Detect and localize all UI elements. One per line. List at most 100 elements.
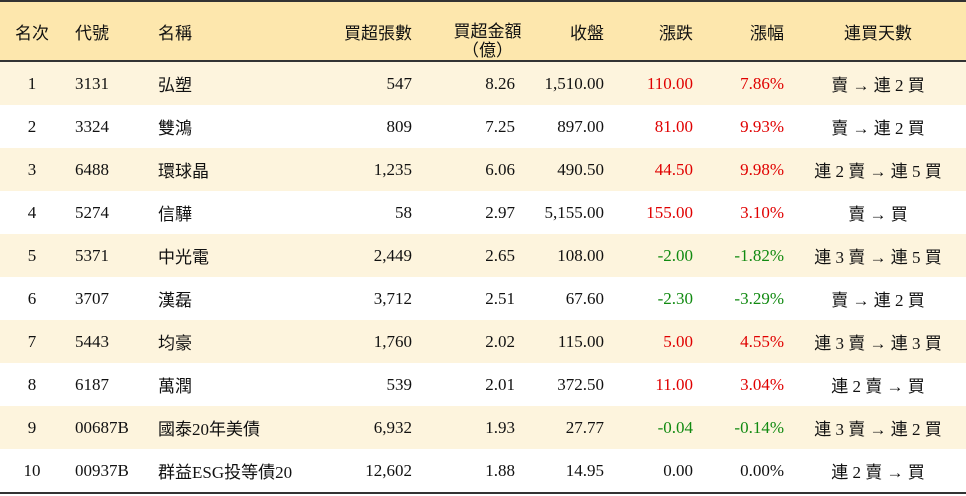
rank: 4 bbox=[27, 202, 37, 222]
streak: 賣 → 連 2 買 bbox=[831, 76, 925, 95]
change: 11.00 bbox=[655, 374, 693, 394]
net-buy-amount: 7.25 bbox=[485, 116, 515, 136]
net-buy-amount: 2.51 bbox=[485, 288, 515, 308]
net-buy-lots: 2,449 bbox=[373, 245, 412, 265]
table-row: 9 00687B 國泰20年美債 6,932 1.93 27.77 -0.04 -0.14% 連… bbox=[0, 406, 966, 449]
change-pct: 4.55% bbox=[740, 331, 784, 351]
change: 44.50 bbox=[654, 159, 693, 179]
header-rank: 名次 bbox=[15, 23, 49, 43]
name: 國泰20年美債 bbox=[158, 420, 260, 439]
close: 490.50 bbox=[557, 159, 604, 179]
change-pct: 0.00% bbox=[740, 460, 784, 480]
rank: 10 bbox=[23, 460, 41, 480]
name: 群益ESG投等債20 bbox=[158, 463, 293, 482]
header-change: 漲跌 bbox=[659, 23, 693, 43]
net-buy-lots: 539 bbox=[386, 374, 413, 394]
streak: 連 3 賣 → 連 3 買 bbox=[814, 334, 942, 353]
code: 3131 bbox=[75, 73, 109, 93]
close: 108.00 bbox=[557, 245, 604, 265]
code: 6187 bbox=[75, 374, 109, 394]
close: 14.95 bbox=[565, 460, 604, 480]
name: 均豪 bbox=[158, 334, 192, 353]
rank: 2 bbox=[27, 116, 37, 136]
streak: 連 2 賣 → 連 5 買 bbox=[814, 162, 942, 181]
streak: 賣 → 買 bbox=[848, 205, 908, 224]
header-name: 名稱 bbox=[158, 23, 192, 43]
net-buy-amount: 1.93 bbox=[485, 417, 515, 437]
change-pct: 9.98% bbox=[740, 159, 784, 179]
header-line: （億） bbox=[462, 41, 513, 60]
streak: 連 3 賣 → 連 5 買 bbox=[814, 248, 942, 267]
net-buy-amount: 1.88 bbox=[485, 460, 515, 480]
net-buy-lots: 12,602 bbox=[365, 460, 412, 480]
change-pct: -1.82% bbox=[734, 245, 784, 265]
net-buy-lots: 58 bbox=[395, 202, 412, 222]
net-buy-lots: 3,712 bbox=[373, 288, 412, 308]
change-pct: 9.93% bbox=[740, 116, 784, 136]
code: 5371 bbox=[75, 245, 109, 265]
net-buy-amount: 6.06 bbox=[485, 159, 515, 179]
net-buy-lots: 547 bbox=[386, 73, 413, 93]
header-streak: 連買天數 bbox=[844, 23, 912, 43]
change: 110.00 bbox=[646, 73, 693, 93]
name: 弘塑 bbox=[158, 76, 192, 95]
table-row: 6 3707 漢磊 3,712 2.51 67.60 -2.30 -3.29% 賣 → 連 2 … bbox=[0, 277, 966, 320]
table-row: 7 5443 均豪 1,760 2.02 115.00 5.00 4.55% 連 3 賣 → 連… bbox=[0, 320, 966, 363]
close: 1,510.00 bbox=[544, 73, 605, 93]
net-buy-amount: 2.02 bbox=[485, 331, 515, 351]
rank: 3 bbox=[27, 159, 37, 179]
code: 3707 bbox=[75, 288, 109, 308]
rank: 7 bbox=[27, 331, 37, 351]
net-buy-amount: 2.01 bbox=[485, 374, 515, 394]
header-change-pct: 漲幅 bbox=[750, 23, 784, 43]
code: 5274 bbox=[75, 202, 109, 222]
table-row: 1 3131 弘塑 547 8.26 1,510.00 110.00 7.86% 賣 → 連 2… bbox=[0, 62, 966, 105]
header-close: 收盤 bbox=[570, 23, 604, 43]
change: -2.30 bbox=[657, 288, 693, 308]
close: 897.00 bbox=[557, 116, 604, 136]
close: 115.00 bbox=[557, 331, 604, 351]
rank: 1 bbox=[27, 73, 37, 93]
change: 155.00 bbox=[646, 202, 693, 222]
table-row: 5 5371 中光電 2,449 2.65 108.00 -2.00 -1.82% 連 3 賣 … bbox=[0, 234, 966, 277]
net-buy-lots: 6,932 bbox=[373, 417, 412, 437]
streak: 賣 → 連 2 買 bbox=[831, 291, 925, 310]
change: 5.00 bbox=[663, 331, 693, 351]
streak: 賣 → 連 2 買 bbox=[831, 119, 925, 138]
table-row: 8 6187 萬潤 539 2.01 372.50 11.00 3.04% 連 2 賣 → 買 bbox=[0, 363, 966, 406]
header-code: 代號 bbox=[75, 23, 109, 43]
header-row: 名次 代號 名稱 買超張數 買超金額 （億） 收盤 漲跌 漲幅 連買天數 bbox=[0, 0, 966, 62]
streak: 連 2 賣 → 買 bbox=[831, 463, 925, 482]
close: 5,155.00 bbox=[544, 202, 605, 222]
close: 67.60 bbox=[565, 288, 604, 308]
change: -2.00 bbox=[657, 245, 693, 265]
code: 3324 bbox=[75, 116, 109, 136]
rank: 8 bbox=[27, 374, 37, 394]
table-border bbox=[0, 492, 966, 494]
header-net-buy-amount: 買超金額 （億） bbox=[440, 2, 535, 60]
change-pct: -3.29% bbox=[734, 288, 784, 308]
header-net-buy-lots: 買超張數 bbox=[344, 23, 412, 43]
close: 27.77 bbox=[565, 417, 604, 437]
net-buy-lots: 1,235 bbox=[373, 159, 412, 179]
change-pct: 3.04% bbox=[740, 374, 784, 394]
close: 372.50 bbox=[557, 374, 604, 394]
streak: 連 2 賣 → 買 bbox=[831, 377, 925, 396]
name: 漢磊 bbox=[158, 291, 192, 310]
net-buy-amount: 2.65 bbox=[485, 245, 515, 265]
net-buy-amount: 2.97 bbox=[485, 202, 515, 222]
change-pct: 7.86% bbox=[740, 73, 784, 93]
code: 5443 bbox=[75, 331, 109, 351]
net-buy-lots: 1,760 bbox=[373, 331, 412, 351]
rank: 6 bbox=[27, 288, 37, 308]
code: 6488 bbox=[75, 159, 109, 179]
table-row: 3 6488 環球晶 1,235 6.06 490.50 44.50 9.98% 連 2 賣 →… bbox=[0, 148, 966, 191]
code: 00687B bbox=[75, 417, 129, 437]
code: 00937B bbox=[75, 460, 129, 480]
rank: 5 bbox=[27, 245, 37, 265]
name: 中光電 bbox=[158, 248, 209, 267]
streak: 連 3 賣 → 連 2 買 bbox=[814, 420, 942, 439]
rank: 9 bbox=[27, 417, 37, 437]
table-row: 2 3324 雙鴻 809 7.25 897.00 81.00 9.93% 賣 → 連 2 買 bbox=[0, 105, 966, 148]
